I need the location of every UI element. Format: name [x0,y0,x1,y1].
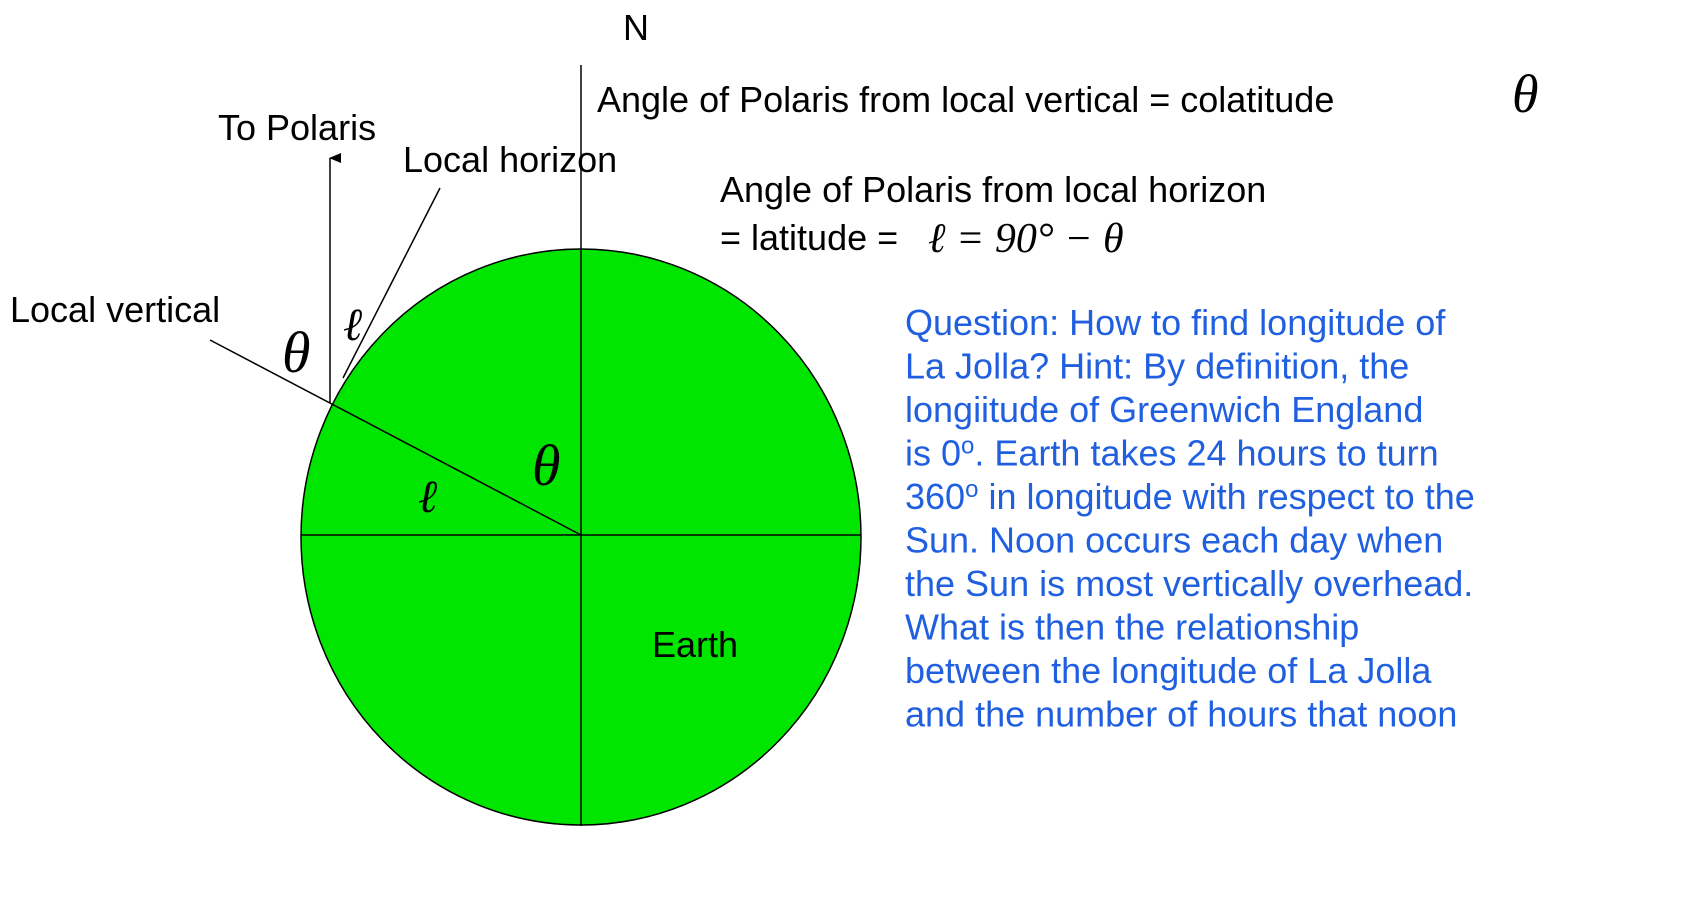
colatitude-note: Angle of Polaris from local vertical = c… [597,79,1334,120]
question-text-run: Question: How to find longitude of [905,302,1446,343]
question-line: Sun. Noon occurs each day when [905,520,1443,561]
question-line: and the number of hours that noon [905,694,1457,735]
latitude-formula: ℓ = 90° − θ [928,216,1124,262]
question-line: La Jolla? Hint: By definition, the [905,346,1409,387]
ell-label: ℓ [343,299,363,350]
question-line: What is then the relationship [905,607,1359,648]
to-polaris-label: To Polaris [218,107,376,148]
question-text-run: the Sun is most vertically overhead. [905,563,1473,604]
colatitude-symbol: θ [1512,64,1539,124]
question-text-run: 360 [905,476,965,517]
question-text-run: in longitude with respect to the [978,476,1474,517]
local-horizon-label: Local horizon [403,139,617,180]
question-line: the Sun is most vertically overhead. [905,563,1473,604]
question-line: is 0o. Earth takes 24 hours to turn [905,433,1439,474]
ell-label: ℓ [418,471,438,522]
question-line: Question: How to find longitude of [905,302,1446,343]
north-label: N [623,7,649,48]
question-text-run: between the longitude of La Jolla [905,650,1432,691]
local-vertical-label: Local vertical [10,289,220,330]
diagram: N To Polaris Local horizon Local vertica… [0,0,1705,898]
question-text-run: . Earth takes 24 hours to turn [974,433,1438,474]
question-line: 360o in longitude with respect to the [905,476,1475,517]
question-text-run: What is then the relationship [905,607,1359,648]
page: N To Polaris Local horizon Local vertica… [0,0,1705,898]
superscript: o [965,476,978,503]
latitude-note: Angle of Polaris from local horizon [720,169,1266,210]
latitude-note: = latitude = [720,217,898,258]
question-text-run: longiitude of Greenwich England [905,389,1423,430]
theta-label: θ [282,320,311,385]
theta-label: θ [532,433,561,498]
question-text-run: and the number of hours that noon [905,694,1457,735]
question-text-run: La Jolla? Hint: By definition, the [905,346,1409,387]
earth-label: Earth [652,624,738,665]
question-text-run: is 0 [905,433,961,474]
superscript: o [961,433,974,460]
question-text-run: Sun. Noon occurs each day when [905,520,1443,561]
question-line: between the longitude of La Jolla [905,650,1432,691]
question-line: longiitude of Greenwich England [905,389,1423,430]
